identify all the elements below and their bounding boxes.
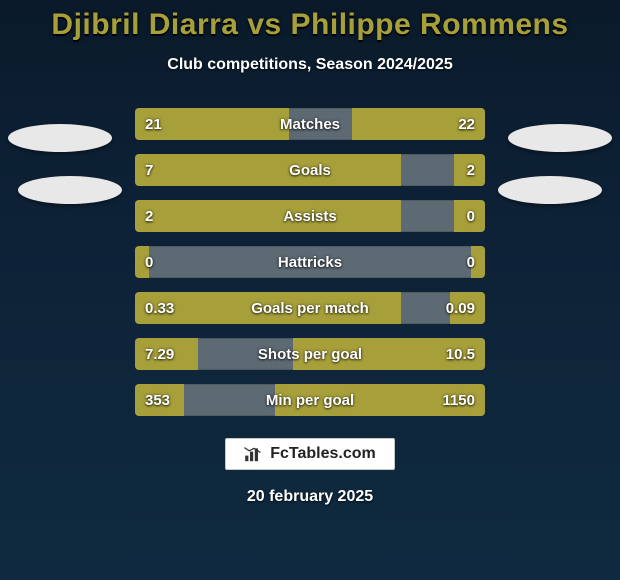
stat-rows: Matches2122 Goals72 Assists20 Hattricks00 Go… — [135, 108, 485, 416]
stat-row: Min per goal3531150 — [135, 384, 485, 416]
stat-fill-right — [293, 338, 486, 370]
stat-fill-left — [135, 108, 289, 140]
stat-row: Matches2122 — [135, 108, 485, 140]
stat-fill-left — [135, 154, 401, 186]
stat-fill-right — [450, 292, 485, 324]
player-right-badge-2 — [498, 176, 602, 204]
brand-text: FcTables.com — [270, 445, 376, 463]
stat-row: Shots per goal7.2910.5 — [135, 338, 485, 370]
stat-fill-right — [352, 108, 485, 140]
stat-fill-left — [135, 200, 401, 232]
player-right-badge-1 — [508, 124, 612, 152]
stat-fill-right — [454, 154, 486, 186]
stat-fill-right — [454, 200, 486, 232]
brand-box[interactable]: FcTables.com — [225, 438, 395, 470]
stat-row: Hattricks00 — [135, 246, 485, 278]
stat-fill-left — [135, 246, 149, 278]
page-title: Djibril Diarra vs Philippe Rommens — [51, 8, 568, 42]
stat-row: Goals72 — [135, 154, 485, 186]
stat-fill-right — [275, 384, 485, 416]
comparison-card: Djibril Diarra vs Philippe Rommens Club … — [0, 0, 620, 580]
subtitle: Club competitions, Season 2024/2025 — [167, 56, 452, 74]
stat-row: Goals per match0.330.09 — [135, 292, 485, 324]
stat-label: Hattricks — [135, 246, 485, 278]
player-left-badge-1 — [8, 124, 112, 152]
stat-fill-left — [135, 338, 198, 370]
bar-chart-icon — [244, 446, 264, 462]
player-left-badge-2 — [18, 176, 122, 204]
stat-fill-left — [135, 292, 401, 324]
stat-fill-right — [471, 246, 485, 278]
stat-fill-left — [135, 384, 184, 416]
stat-row: Assists20 — [135, 200, 485, 232]
date-label: 20 february 2025 — [247, 488, 373, 506]
